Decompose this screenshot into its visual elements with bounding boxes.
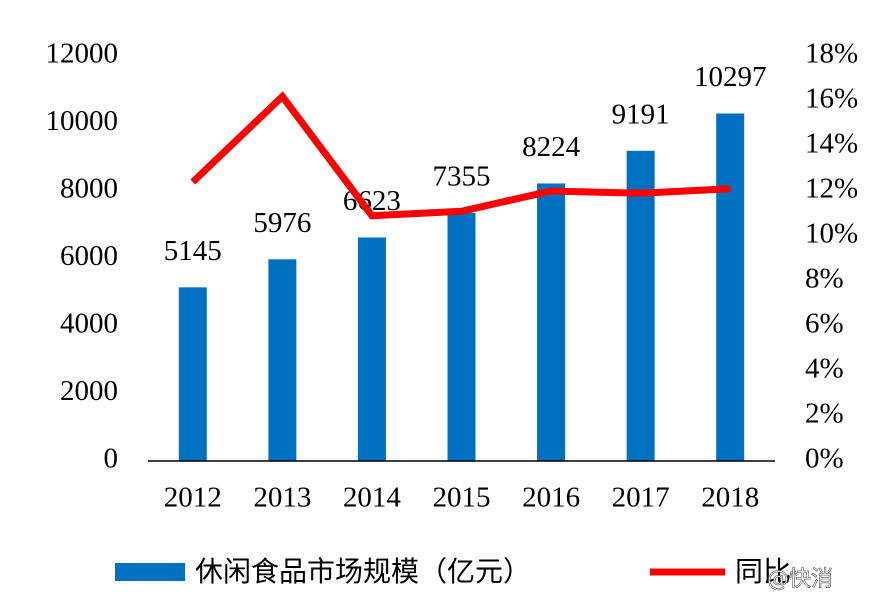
y-tick-label: 10000: [46, 105, 119, 137]
x-tick-label: 2012: [164, 482, 222, 514]
legend-swatch: [115, 563, 185, 581]
y-tick-label: 8000: [60, 173, 118, 205]
y-tick-label: 4000: [60, 308, 118, 340]
legend-label: 休闲食品市场规模（亿元）: [195, 555, 531, 588]
y-tick-label: 12000: [46, 38, 119, 70]
y-tick-label: 0: [104, 443, 119, 475]
x-tick-label: 2013: [253, 482, 311, 514]
data-label: 8224: [522, 131, 581, 163]
bar: [268, 259, 297, 461]
x-tick-label: 2018: [701, 482, 759, 514]
data-label: 7355: [433, 160, 491, 192]
data-label: 5145: [164, 235, 222, 267]
bar: [537, 183, 566, 461]
legend-label: 同比: [735, 555, 791, 588]
y2-tick-label: 8%: [805, 263, 844, 295]
y-tick-label: 6000: [60, 240, 118, 272]
y2-tick-label: 6%: [805, 308, 844, 340]
y2-tick-label: 12%: [805, 173, 858, 205]
x-tick-label: 2017: [612, 482, 670, 514]
y2-tick-label: 2%: [805, 398, 844, 430]
y2-tick-label: 18%: [805, 38, 858, 70]
data-label: 5976: [253, 207, 311, 239]
x-tick-label: 2015: [433, 482, 491, 514]
x-tick-label: 2014: [343, 482, 402, 514]
data-label: 9191: [612, 98, 670, 130]
bar: [357, 237, 386, 461]
y2-tick-label: 16%: [805, 83, 858, 115]
watermark: @快消: [767, 567, 833, 592]
bar: [716, 113, 745, 461]
line: [190, 91, 731, 220]
bar: [178, 287, 207, 461]
y2-tick-label: 14%: [805, 128, 858, 160]
data-label: 10297: [694, 61, 767, 93]
x-tick-label: 2016: [522, 482, 580, 514]
bar: [626, 150, 655, 461]
y-tick-label: 2000: [60, 375, 118, 407]
bar: [447, 212, 476, 461]
y2-tick-label: 4%: [805, 353, 844, 385]
y2-tick-label: 0%: [805, 443, 844, 475]
y2-tick-label: 10%: [805, 218, 858, 250]
